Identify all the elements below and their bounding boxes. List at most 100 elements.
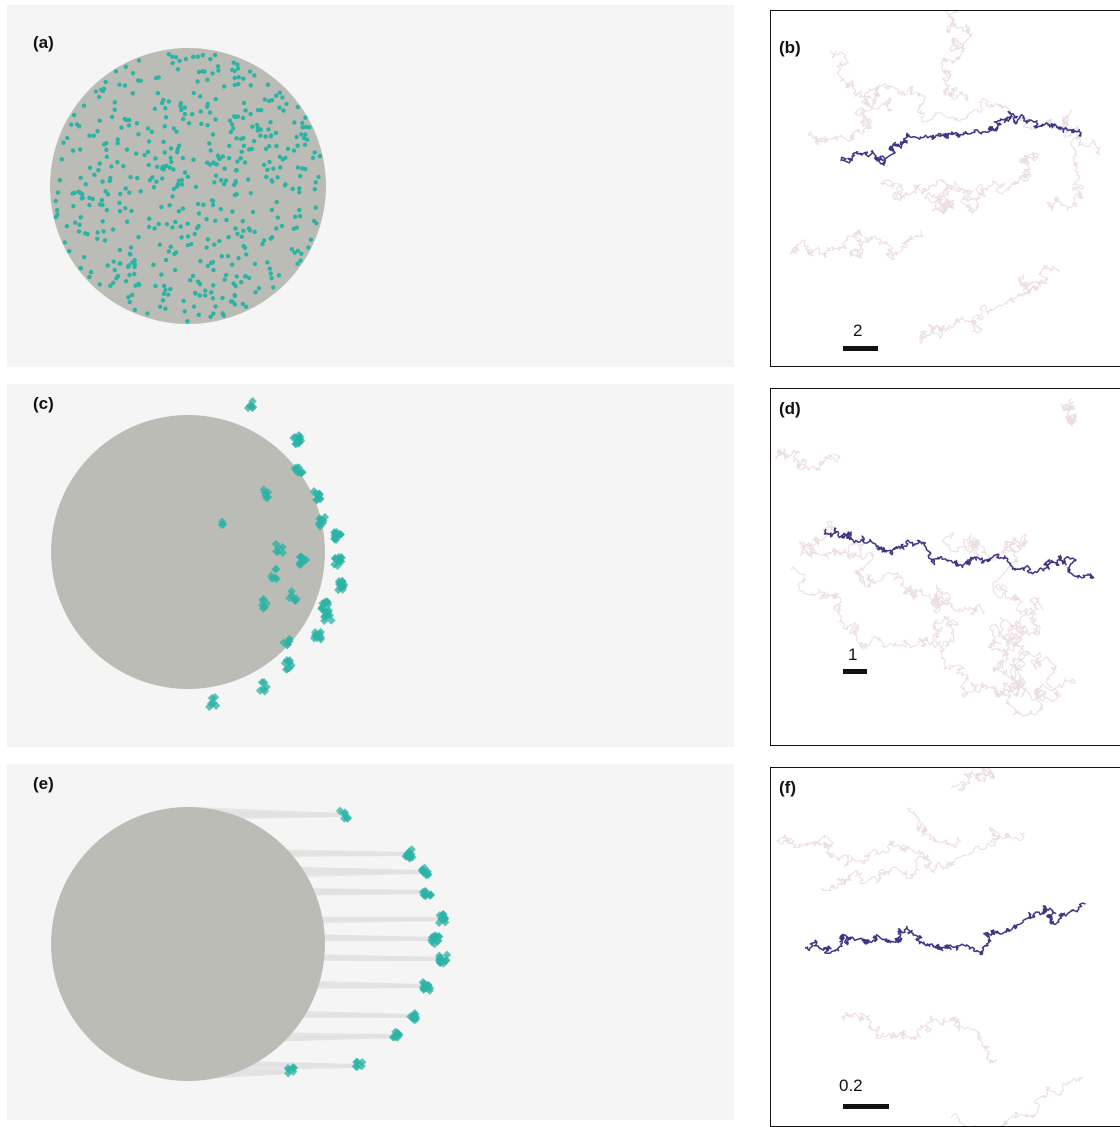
particle [132,272,136,276]
particle [167,203,171,207]
particle [269,133,273,137]
particle [242,101,246,105]
particle [124,65,128,69]
particle [177,209,181,213]
particle [79,215,83,219]
particle [111,227,115,231]
particle [293,215,297,219]
particle [227,156,231,160]
particle [223,166,227,170]
particle [163,106,167,110]
particle [208,110,212,114]
particle [207,141,211,145]
particle [263,134,267,138]
particle [77,223,81,227]
particle [147,163,151,167]
particle [54,199,58,203]
particle [158,243,162,247]
particle [236,66,240,70]
particle [118,261,122,265]
particle [197,313,201,317]
particle [175,150,179,154]
particle [297,186,301,190]
particle [159,272,163,276]
background-trajectory [790,230,923,260]
particle [233,115,237,119]
particle [239,156,243,160]
particle [235,274,239,278]
particle [241,116,245,120]
particle [297,208,301,212]
particle [235,159,239,163]
particle [116,137,120,141]
particle [250,125,254,129]
particle [230,122,234,126]
particle [127,123,131,127]
particle [55,208,59,212]
particle [61,141,65,145]
background-trajectory [951,768,997,791]
particle [129,245,133,249]
particle [198,293,202,297]
panel-f-canvas [771,768,1120,1127]
panel-b-label: (b) [779,38,801,58]
particle [271,167,275,171]
particle [209,290,213,294]
particle [210,71,214,75]
particle-cluster [402,845,417,862]
particle [183,170,187,174]
particle [123,206,127,210]
particle [119,125,123,129]
panel-f-label: (f) [779,778,796,798]
particle [231,126,235,130]
particle [164,115,168,119]
particle [69,122,73,126]
particle [179,224,183,228]
particle [88,166,92,170]
particle [277,273,281,277]
particle [216,68,220,72]
particle [58,178,62,182]
particle [230,299,234,303]
particle [216,64,220,68]
particle [169,156,173,160]
background-trajectory [989,617,1057,700]
particle [221,311,225,315]
particle [270,208,274,212]
particle-cluster [244,397,257,412]
particle [142,153,146,157]
particle [164,258,168,262]
particle [118,209,122,213]
panel-a: (a) [7,5,734,367]
particle [233,226,237,230]
particle [299,132,303,136]
particle [94,89,98,93]
particle [205,78,209,82]
particle [201,53,205,57]
particle [259,108,263,112]
background-trajectory [880,153,1038,215]
particle [295,144,299,148]
particle [211,260,215,264]
particle [183,112,187,116]
particle [309,238,313,242]
particle [303,143,307,147]
particle [258,133,262,137]
particle [108,179,112,183]
particle [131,91,135,95]
particle [239,137,243,141]
particle [201,203,205,207]
particle [162,292,166,296]
particle [117,201,121,205]
particle [169,160,173,164]
particle [313,187,317,191]
particle [263,97,267,101]
particle [78,147,82,151]
particle [179,101,183,105]
particle [185,319,189,323]
background-trajectory [841,1013,996,1064]
particle [146,150,150,154]
panel-b-scale-label: 2 [853,321,862,341]
particle [185,222,189,226]
particle [299,252,303,256]
